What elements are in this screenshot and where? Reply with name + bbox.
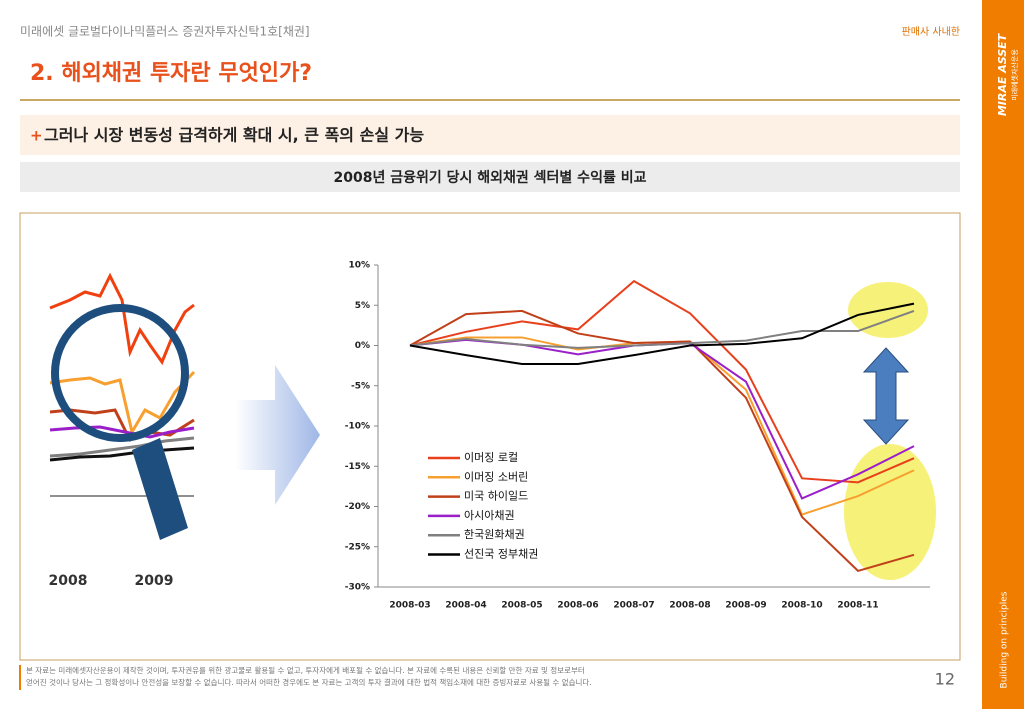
y-tick-label: 10% <box>348 261 370 271</box>
section-title: 2008년 금융위기 당시 해외채권 섹터별 수익률 비교 <box>334 169 647 186</box>
subtitle: 그러나 시장 변동성 급격하게 확대 시, 큰 폭의 손실 가능 <box>44 126 424 145</box>
y-tick-label: 0% <box>355 341 370 351</box>
subtitle-marker: + <box>30 127 43 145</box>
x-tick-label: 2008-11 <box>837 601 878 611</box>
illustration: 2008 2009 <box>49 272 196 589</box>
illustration-label: 2009 <box>135 573 174 589</box>
brand-korean: 미래에셋자산운용 <box>1010 49 1019 101</box>
magnifier-handle <box>132 438 188 540</box>
x-tick-label: 2008-10 <box>781 601 822 611</box>
brand: MIRAE ASSET <box>996 32 1009 116</box>
y-tick-label: -20% <box>345 502 370 512</box>
series-line <box>409 302 915 366</box>
magnifier-ring <box>51 304 189 442</box>
x-tick-label: 2008-06 <box>557 601 598 611</box>
line-chart: 10% 5% 0% -5% -10% -15% -20% -25% -30% 2008-03 200… <box>345 261 930 611</box>
illustration-line <box>49 436 195 458</box>
illustration-line <box>49 370 196 436</box>
sidebar <box>982 0 1024 709</box>
legend-label: 한국원화채권 <box>464 528 525 541</box>
illustration-line <box>49 446 195 462</box>
legend-label: 선진국 정부채권 <box>464 548 538 561</box>
subtitle-box <box>20 115 960 155</box>
title: 2. 해외채권 투자란 무엇인가? <box>30 61 312 86</box>
disclaimer: 본 자료는 미래에셋자산운용이 제작한 것이며, 투자권유를 위한 광고물로 활… <box>26 665 585 675</box>
legend-label: 미국 하이일드 <box>464 489 528 503</box>
flow-arrow <box>235 365 320 505</box>
x-tick-label: 2008-08 <box>669 601 710 611</box>
x-tick-label: 2008-04 <box>445 601 486 611</box>
series-line <box>409 309 915 349</box>
illustration-line <box>49 272 195 366</box>
series-line <box>409 309 915 573</box>
y-tick-label: 5% <box>355 301 370 311</box>
legend-label: 이머징 로컬 <box>464 451 518 464</box>
y-tick-label: -10% <box>345 422 370 432</box>
x-tick-label: 2008-09 <box>725 601 766 611</box>
fund-name: 미래에셋 글로벌다이나믹플러스 증권자투자신탁1호[채권] <box>20 25 310 39</box>
illustration-label: 2008 <box>49 573 88 589</box>
x-tick-label: 2008-07 <box>613 601 654 611</box>
section-box <box>20 162 960 192</box>
chart-frame <box>19 212 961 661</box>
y-tick-label: -30% <box>345 583 370 593</box>
illustration-line <box>49 425 195 439</box>
slogan: Building on principles <box>1000 591 1010 688</box>
legend-label: 아시아채권 <box>464 509 515 522</box>
double-arrow <box>862 347 910 445</box>
y-tick-label: -15% <box>345 462 370 472</box>
illustration-line <box>49 408 195 442</box>
x-tick-label: 2008-03 <box>389 601 430 611</box>
legend-label: 이머징 소버린 <box>464 470 528 483</box>
y-tick-label: -5% <box>351 381 370 391</box>
x-tick-label: 2008-05 <box>501 601 542 611</box>
disclaimer: 얻어진 것이나 당사는 그 정확성이나 안전성을 보장할 수 없습니다. 따라서… <box>26 677 592 687</box>
page-number: 12 <box>935 670 955 689</box>
notice: 판매사 사내한 <box>902 26 960 38</box>
series-line <box>409 279 915 484</box>
highlight <box>848 282 928 338</box>
y-tick-label: -25% <box>345 542 370 552</box>
highlight <box>844 444 936 580</box>
